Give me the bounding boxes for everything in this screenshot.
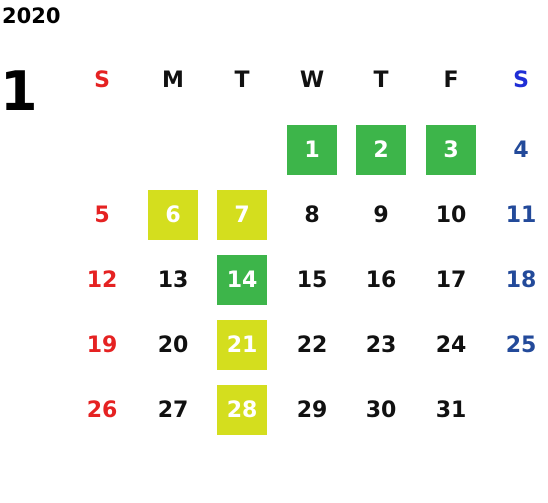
day-cell: 22	[296, 332, 328, 358]
weekday-label: S	[94, 67, 110, 93]
day-cell: 3	[426, 125, 476, 175]
day-cell: 21	[217, 320, 267, 370]
day-cell: 9	[373, 202, 389, 228]
weekday-label: F	[443, 67, 459, 93]
month: 1	[0, 60, 38, 123]
day-cell: 28	[217, 385, 267, 435]
day-cell: 13	[157, 267, 189, 293]
day-cell: 19	[86, 332, 118, 358]
day-cell: 10	[435, 202, 467, 228]
day-cell: 11	[505, 202, 537, 228]
day-cell: 29	[296, 397, 328, 423]
day-cell: 14	[217, 255, 267, 305]
day-cell: 6	[148, 190, 198, 240]
day-cell: 12	[86, 267, 118, 293]
day-cell: 7	[217, 190, 267, 240]
year: 2020	[2, 4, 61, 28]
day-cell: 15	[296, 267, 328, 293]
day-cell: 31	[435, 397, 467, 423]
day-cell: 1	[287, 125, 337, 175]
day-cell: 26	[86, 397, 118, 423]
day-cell: 17	[435, 267, 467, 293]
day-cell: 24	[435, 332, 467, 358]
day-cell: 8	[304, 202, 320, 228]
weekday-label: M	[162, 67, 184, 93]
day-cell: 27	[157, 397, 189, 423]
day-cell: 5	[94, 202, 110, 228]
weekday-label: W	[299, 67, 325, 93]
day-cell: 25	[505, 332, 537, 358]
day-cell: 23	[365, 332, 397, 358]
day-cell: 2	[356, 125, 406, 175]
day-cell: 4	[513, 137, 529, 163]
day-cell: 18	[505, 267, 537, 293]
weekday-label: S	[513, 67, 529, 93]
weekday-label: T	[234, 67, 250, 93]
day-cell: 30	[365, 397, 397, 423]
day-cell: 20	[157, 332, 189, 358]
day-cell: 16	[365, 267, 397, 293]
weekday-label: T	[373, 67, 389, 93]
